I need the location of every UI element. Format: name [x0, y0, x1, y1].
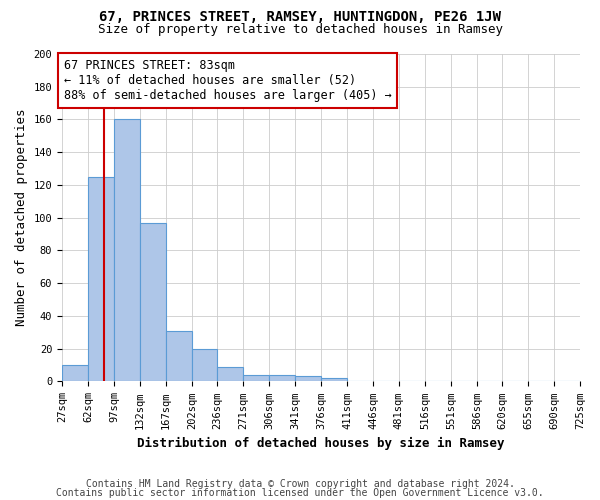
Bar — [140, 222, 166, 382]
Bar — [166, 330, 192, 382]
Text: 67, PRINCES STREET, RAMSEY, HUNTINGDON, PE26 1JW: 67, PRINCES STREET, RAMSEY, HUNTINGDON, … — [99, 10, 501, 24]
Text: Contains public sector information licensed under the Open Government Licence v3: Contains public sector information licen… — [56, 488, 544, 498]
X-axis label: Distribution of detached houses by size in Ramsey: Distribution of detached houses by size … — [137, 437, 505, 450]
Text: Contains HM Land Registry data © Crown copyright and database right 2024.: Contains HM Land Registry data © Crown c… — [86, 479, 514, 489]
Bar — [88, 177, 114, 382]
Bar — [321, 378, 347, 382]
Y-axis label: Number of detached properties: Number of detached properties — [15, 109, 28, 326]
Bar — [114, 120, 140, 382]
Bar — [243, 375, 269, 382]
Bar — [192, 348, 217, 382]
Text: Size of property relative to detached houses in Ramsey: Size of property relative to detached ho… — [97, 22, 503, 36]
Text: 67 PRINCES STREET: 83sqm
← 11% of detached houses are smaller (52)
88% of semi-d: 67 PRINCES STREET: 83sqm ← 11% of detach… — [64, 59, 391, 102]
Bar — [295, 376, 321, 382]
Bar — [269, 375, 295, 382]
Bar — [62, 365, 88, 382]
Bar — [217, 366, 243, 382]
